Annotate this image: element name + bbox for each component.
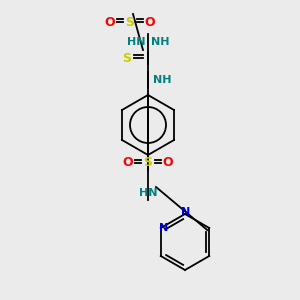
- Text: NH: NH: [151, 37, 169, 47]
- Text: O: O: [163, 157, 173, 169]
- Text: S: S: [122, 52, 131, 64]
- Text: N: N: [182, 207, 190, 217]
- Text: N: N: [159, 223, 168, 233]
- Text: O: O: [145, 16, 155, 28]
- Text: O: O: [123, 157, 133, 169]
- Text: S: S: [143, 157, 152, 169]
- Text: NH: NH: [153, 75, 172, 85]
- Text: O: O: [105, 16, 115, 28]
- Text: HN: HN: [139, 188, 157, 198]
- Text: S: S: [125, 16, 134, 28]
- Text: HN: HN: [127, 37, 145, 47]
